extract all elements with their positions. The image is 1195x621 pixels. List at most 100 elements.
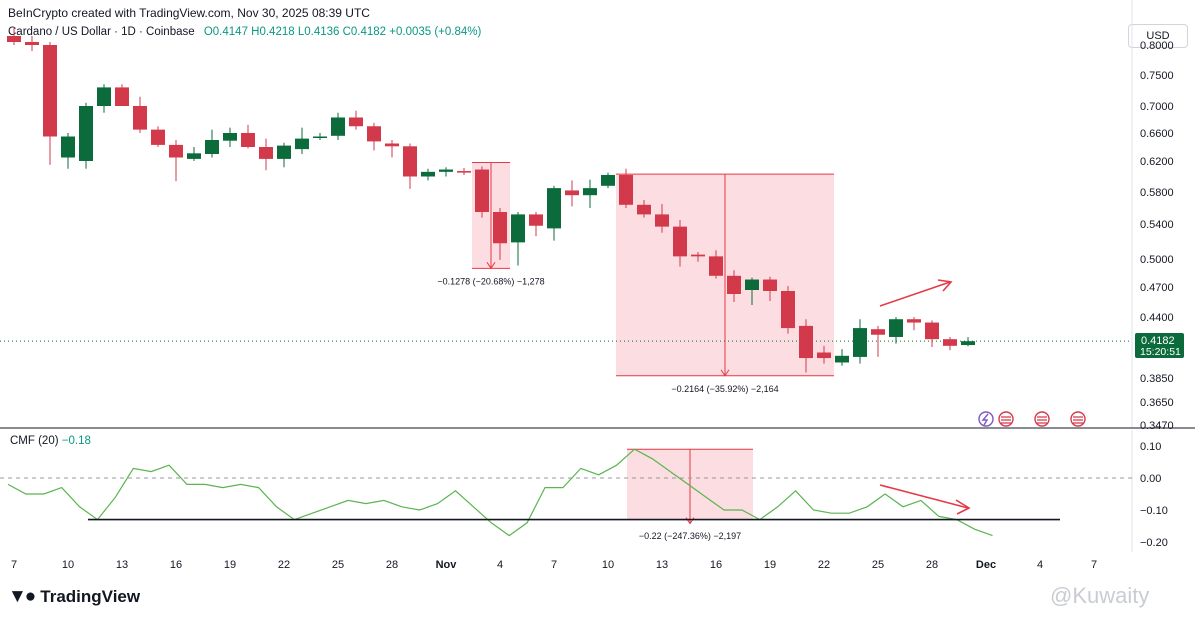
event-icons[interactable] <box>978 411 1086 427</box>
measure-arrowhead <box>486 262 496 270</box>
candle-body <box>295 138 309 150</box>
candle-body <box>457 171 471 173</box>
candle-body <box>763 279 777 291</box>
candle-body <box>133 106 147 130</box>
candle-body <box>547 188 561 229</box>
candle-body <box>619 174 633 205</box>
flash-icon-bolt <box>981 413 989 426</box>
candle-body <box>493 212 507 244</box>
measure-layer: −0.1278 (−20.68%) −1,278 −0.2164 (−35.92%… <box>0 162 1132 394</box>
last-price-value: 0.4182 <box>1141 335 1175 347</box>
measure-label: −0.2164 (−35.92%) −2,164 <box>671 384 778 394</box>
measure-arrowhead <box>720 369 730 377</box>
time-tick-label: 22 <box>818 559 830 571</box>
price-tick-label: 0.6600 <box>1140 128 1174 140</box>
time-tick-label: Dec <box>976 559 996 571</box>
candle-body <box>709 256 723 276</box>
candle-body <box>889 319 903 337</box>
candle-body <box>565 190 579 196</box>
time-tick-label: 16 <box>710 559 722 571</box>
time-tick-label: 22 <box>278 559 290 571</box>
candle-body <box>115 87 129 106</box>
measure-label: −0.1278 (−20.68%) −1,278 <box>437 276 544 286</box>
candle-body <box>349 117 363 127</box>
candle-body <box>403 146 417 177</box>
candle-body <box>691 254 705 257</box>
candle-body <box>943 339 957 346</box>
price-tick-label: 0.7500 <box>1140 70 1174 82</box>
candle-body <box>61 136 75 158</box>
candle-body <box>871 329 885 335</box>
candle-body <box>907 319 921 323</box>
last-price-label: 0.4182 15:20:51 <box>1135 333 1184 358</box>
trend-arrow-cmf <box>879 484 971 515</box>
candle-body <box>421 171 435 177</box>
cmf-layer: −0.22 (−247.36%) −2,197 0.10 0.00 −0.10 −0.2… <box>0 441 1168 549</box>
candle-body <box>511 214 525 243</box>
cmf-tick-label: −0.20 <box>1140 537 1168 549</box>
cmf-measure-label: −0.22 (−247.36%) −2,197 <box>639 531 741 541</box>
candle-body <box>853 328 867 357</box>
brand-name: TradingView <box>40 587 141 606</box>
currency-button[interactable]: USD <box>1128 24 1188 48</box>
time-tick-label: 16 <box>170 559 182 571</box>
candle-body <box>673 226 687 257</box>
candle-body <box>223 133 237 141</box>
price-tick-label: 0.3470 <box>1140 420 1174 432</box>
trend-arrow-price <box>879 279 953 307</box>
ohlc-values: O0.4147 H0.4218 L0.4136 C0.4182 +0.0035 … <box>203 26 482 38</box>
time-tick-label: 25 <box>332 559 344 571</box>
countdown-value: 15:20:51 <box>1140 346 1181 358</box>
cmf-title: CMF (20) <box>10 435 59 447</box>
time-tick-label: 13 <box>116 559 128 571</box>
cmf-value: −0.18 <box>61 435 91 447</box>
time-tick-label: Nov <box>436 559 458 571</box>
symbol-title[interactable]: Cardano / US Dollar · 1D · Coinbase <box>8 26 195 38</box>
chart-credit: BeInCrypto created with TradingView.com,… <box>8 6 370 20</box>
cmf-legend[interactable]: CMF (20) −0.18 <box>10 435 91 447</box>
candle-body <box>187 153 201 159</box>
flash-icon <box>978 411 994 427</box>
candle-body <box>25 42 39 45</box>
candle-body <box>817 352 831 359</box>
time-tick-label: 28 <box>386 559 398 571</box>
candle-body <box>925 322 939 340</box>
us-flag-icon <box>1070 411 1086 427</box>
candle-body <box>205 140 219 154</box>
candle-body <box>745 279 759 290</box>
candle-body <box>835 355 849 363</box>
price-tick-label: 0.3650 <box>1140 397 1174 409</box>
candle-body <box>151 129 165 145</box>
price-tick-label: 0.6200 <box>1140 156 1174 168</box>
candle-body <box>169 144 183 158</box>
time-tick-label: 19 <box>224 559 236 571</box>
cmf-line <box>7 448 993 537</box>
us-flag-icon <box>998 411 1014 427</box>
candle-body <box>727 275 741 294</box>
time-tick-label: 7 <box>11 559 17 571</box>
candle-body <box>241 133 255 147</box>
time-tick-label: 25 <box>872 559 884 571</box>
time-axis: 7 10 13 16 19 22 25 28 Nov 4 7 10 13 16 19 22 25 28 Dec 4 7 <box>11 559 1097 571</box>
candle-body <box>313 136 327 138</box>
candle-body <box>331 117 345 136</box>
candle-body <box>385 143 399 147</box>
candles-layer <box>7 27 975 373</box>
candle-body <box>439 169 453 172</box>
candle-body <box>529 214 543 226</box>
cmf-tick-label: −0.10 <box>1140 505 1168 517</box>
price-tick-label: 0.5800 <box>1140 187 1174 199</box>
time-tick-label: 4 <box>497 559 503 571</box>
symbol-legend: Cardano / US Dollar · 1D · Coinbase O0.4… <box>8 26 481 38</box>
candle-body <box>781 291 795 329</box>
price-tick-label: 0.5000 <box>1140 254 1174 266</box>
time-tick-label: 13 <box>656 559 668 571</box>
candle-body <box>601 174 615 186</box>
candle-body <box>277 145 291 159</box>
price-tick-label: 0.4400 <box>1140 312 1174 324</box>
price-tick-label: 0.7000 <box>1140 101 1174 113</box>
time-tick-label: 19 <box>764 559 776 571</box>
time-tick-label: 7 <box>551 559 557 571</box>
watermark: @Kuwaity <box>1050 583 1150 608</box>
